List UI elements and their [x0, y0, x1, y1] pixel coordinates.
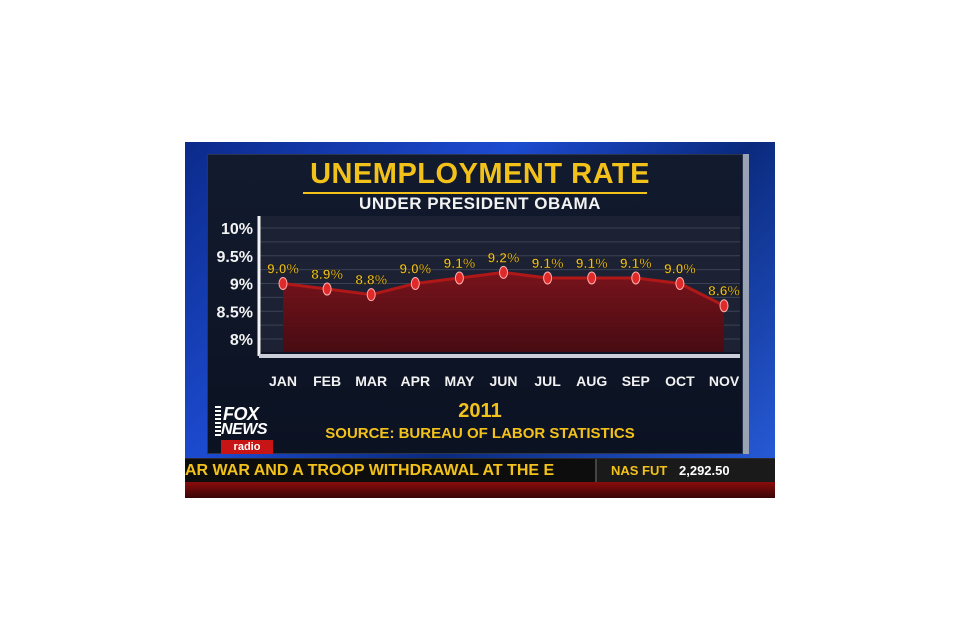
- x-tick-label: OCT: [665, 373, 695, 389]
- data-label: 9.1%: [532, 255, 564, 271]
- x-tick-label: MAY: [444, 373, 474, 389]
- y-tick-label: 9%: [230, 277, 253, 294]
- data-point: [322, 282, 332, 296]
- fox-news-radio-logo: FOX NEWS radio: [215, 404, 279, 456]
- market-box: NAS FUT 2,292.50: [595, 459, 775, 483]
- logo-news-text: NEWS: [221, 421, 268, 438]
- data-point: [719, 299, 729, 313]
- logo-fox-text: FOX: [223, 404, 259, 424]
- y-tick-label: 9.5%: [217, 249, 253, 266]
- x-tick-label: JUN: [489, 373, 517, 389]
- data-label: 9.0%: [399, 261, 431, 277]
- chart-title: UNEMPLOYMENT RATE: [310, 158, 650, 190]
- series-area: [283, 272, 724, 352]
- data-label: 8.6%: [708, 283, 740, 299]
- logo-stripes: [215, 406, 221, 436]
- data-point: [631, 271, 641, 285]
- data-label: 9.1%: [576, 255, 608, 271]
- data-label: 9.0%: [267, 261, 299, 277]
- x-tick-label: JUL: [534, 373, 561, 389]
- data-label: 8.8%: [355, 272, 387, 288]
- y-tick-label: 10%: [221, 221, 253, 238]
- x-tick-label: FEB: [313, 373, 341, 389]
- x-tick-label: JAN: [269, 373, 297, 389]
- x-tick-label: NOV: [709, 373, 740, 389]
- x-tick-label: SEP: [622, 373, 650, 389]
- ticker-crawl-text: AR WAR AND A TROOP WITHDRAWAL AT THE E: [185, 462, 555, 479]
- logo-radio-tag: radio: [221, 440, 273, 454]
- data-point: [543, 271, 553, 285]
- x-tick-label: MAR: [355, 373, 387, 389]
- chart-year: 2011: [458, 400, 502, 422]
- data-label: 9.1%: [443, 255, 475, 271]
- y-tick-label: 8.5%: [217, 304, 253, 321]
- unemployment-chart: 9.0% 8.9% 8.8% 9.0% 9.1% 9.2% 9.1% 9.1% 9.1% 9.0%…: [217, 216, 741, 389]
- data-point: [499, 265, 508, 279]
- broadcast-frame: UNEMPLOYMENT RATE UNDER PRESIDENT OBAMA …: [185, 142, 775, 498]
- data-label: 9.2%: [488, 249, 520, 265]
- chart-subtitle: UNDER PRESIDENT OBAMA: [359, 194, 601, 213]
- title-underline: [303, 192, 647, 194]
- data-label: 9.1%: [620, 255, 652, 271]
- chart-source: SOURCE: BUREAU OF LABOR STATISTICS: [325, 425, 635, 442]
- news-ticker: AR WAR AND A TROOP WITHDRAWAL AT THE E N…: [185, 458, 775, 483]
- ticker-red-band: [185, 482, 775, 498]
- data-label: 8.9%: [311, 266, 343, 282]
- y-tick-label: 8%: [230, 332, 253, 349]
- market-label: NAS FUT: [611, 463, 668, 478]
- data-point: [410, 277, 420, 290]
- data-point: [454, 271, 464, 285]
- data-label: 9.0%: [664, 261, 696, 277]
- data-point: [278, 277, 288, 290]
- data-point: [675, 277, 685, 290]
- x-tick-label: AUG: [576, 373, 607, 389]
- x-tick-label: APR: [401, 373, 431, 389]
- data-point: [366, 288, 376, 302]
- market-value: 2,292.50: [679, 463, 730, 478]
- data-point: [587, 271, 597, 285]
